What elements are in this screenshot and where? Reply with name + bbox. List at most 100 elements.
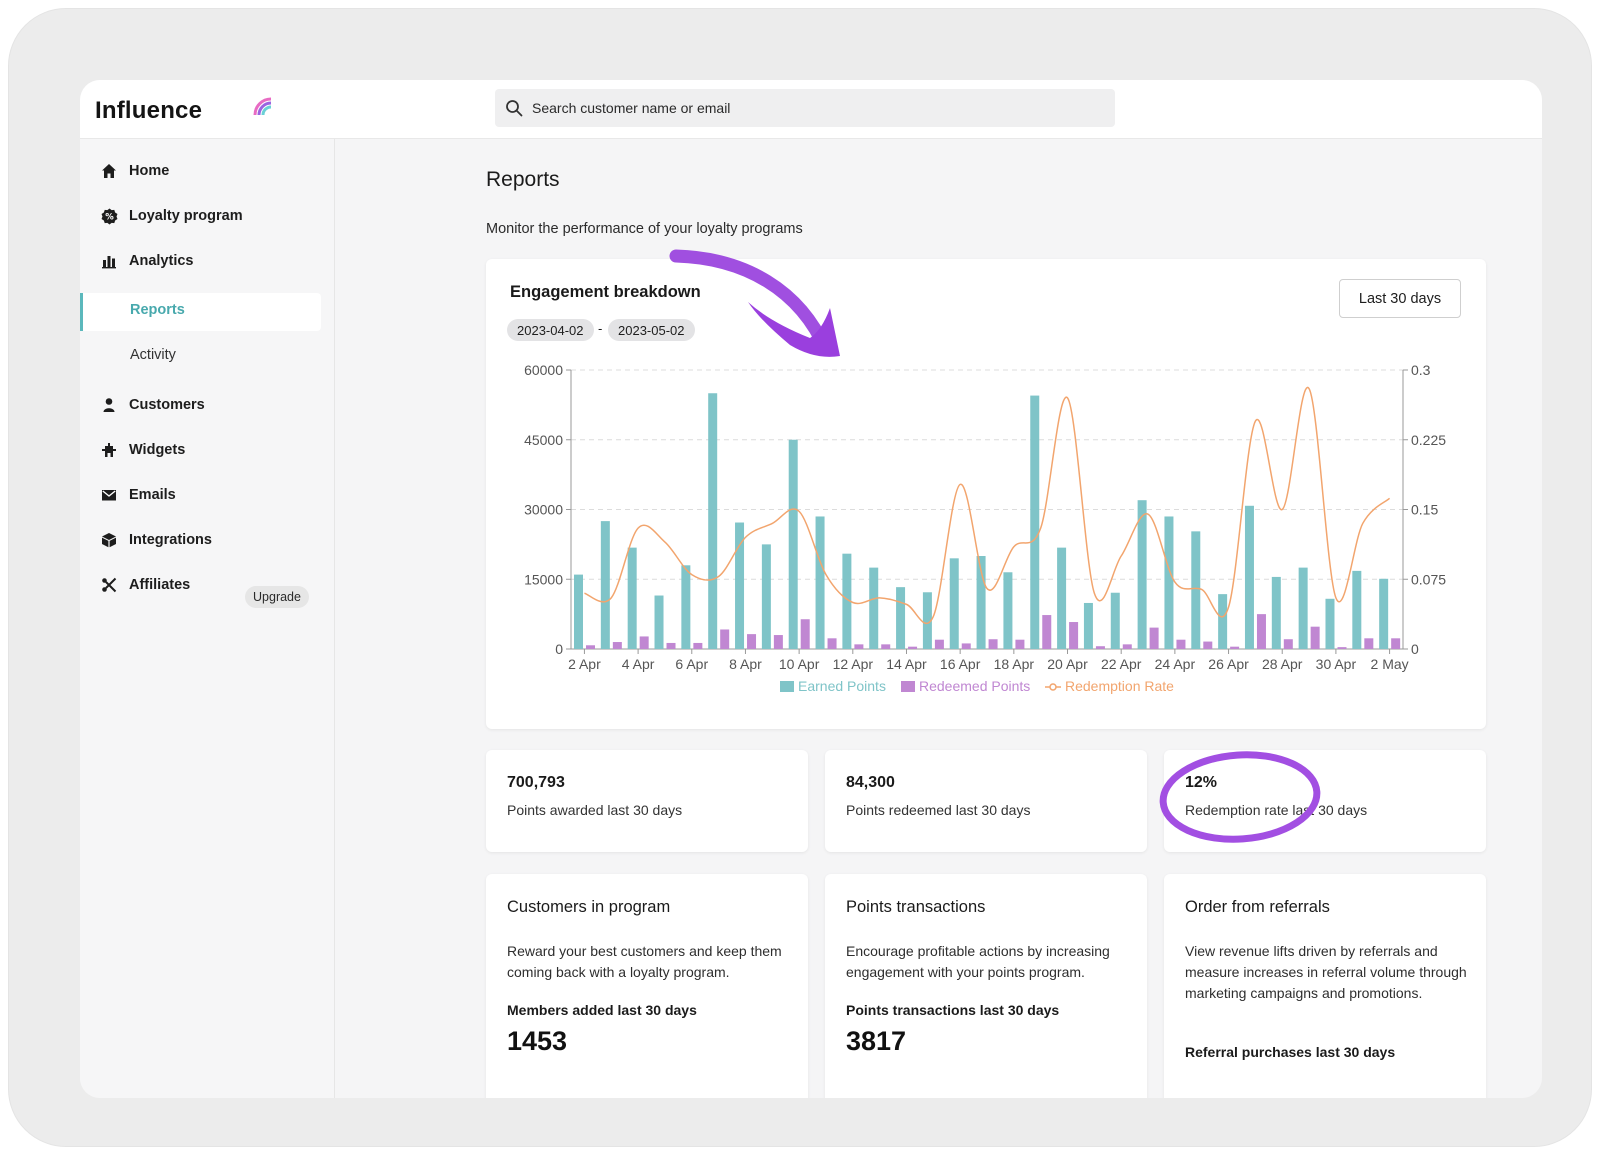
bar-earned-points [842,553,852,649]
bar-earned-points [1352,570,1362,649]
bar-redeemed-points [1095,646,1105,649]
bar-redeemed-points [1283,639,1293,649]
y-right-tick-label: 0.3 [1411,362,1431,378]
card-description: Encourage profitable actions by increasi… [846,943,1110,980]
bar-earned-points [1191,531,1201,649]
bar-earned-points [735,522,745,649]
sidebar-item-activity[interactable]: Activity [130,347,176,363]
y-right-tick-label: 0.225 [1411,432,1446,448]
sidebar-item-label: Widgets [129,442,186,458]
stat-label: Points redeemed last 30 days [846,802,1031,818]
bar-redeemed-points [747,634,757,649]
bar-redeemed-points [961,643,971,649]
bar-redeemed-points [1176,639,1186,649]
bar-redeemed-points [773,635,783,649]
line-redemption-rate [584,386,1391,625]
bar-redeemed-points [854,644,864,649]
x-tick-label: 10 Apr [779,656,820,672]
bar-redeemed-points [1042,615,1052,649]
card-customers-in-program: Customers in program Reward your best cu… [486,874,808,1098]
sidebar-item-label: Integrations [129,532,212,548]
bar-redeemed-points [1256,614,1266,649]
stat-value: 700,793 [507,774,565,791]
bar-earned-points [949,558,959,649]
bar-earned-points [815,516,825,649]
bar-redeemed-points [1203,641,1213,649]
bar-redeemed-points [639,636,649,649]
bar-redeemed-points [800,619,810,649]
card-metric-value: 1453 [507,1026,568,1056]
x-tick-label: 26 Apr [1208,656,1249,672]
bar-redeemed-points [1149,627,1159,649]
sidebar-item-home[interactable]: Home [100,159,169,183]
logo-signal-icon [253,97,272,116]
stat-label: Points awarded last 30 days [507,802,683,818]
x-tick-label: 16 Apr [940,656,981,672]
card-title: Customers in program [507,898,671,916]
top-bar: Influence [80,80,1542,139]
bar-earned-points [1110,592,1120,649]
x-tick-label: 2 May [1371,656,1409,672]
legend-swatch-earned [780,681,794,692]
logo[interactable]: Influence [95,97,203,124]
x-tick-label: 30 Apr [1316,656,1357,672]
chart-title: Engagement breakdown [510,283,701,301]
sidebar-item-widgets[interactable]: Widgets [100,438,185,462]
sidebar-item-loyalty-program[interactable]: % Loyalty program [100,204,243,228]
y-right-tick-label: 0.075 [1411,571,1446,587]
sidebar: Home % Loyalty program Analytics Reports… [80,139,335,1098]
sidebar-item-emails[interactable]: Emails [100,483,176,507]
bar-redeemed-points [612,642,622,649]
bar-earned-points [681,565,691,649]
user-icon [100,396,118,414]
bar-earned-points [976,556,986,649]
sidebar-item-label: Emails [129,487,176,503]
sidebar-item-integrations[interactable]: Integrations [100,528,212,552]
bar-redeemed-points [881,644,891,649]
sidebar-item-affiliates[interactable]: Affiliates [100,573,190,597]
y-left-tick-label: 45000 [524,432,563,448]
sidebar-item-label: Loyalty program [129,208,243,224]
x-tick-label: 22 Apr [1101,656,1142,672]
sidebar-item-customers[interactable]: Customers [100,393,205,417]
bar-redeemed-points [693,642,703,649]
x-tick-label: 28 Apr [1262,656,1303,672]
y-left-tick-label: 60000 [524,362,563,378]
sidebar-item-label: Home [129,163,170,179]
card-title: Points transactions [846,898,986,916]
legend-swatch-redeemed [901,681,915,692]
x-tick-label: 2 Apr [568,656,601,672]
legend-swatch-rate-marker [1049,683,1057,691]
bar-redeemed-points [1391,638,1401,649]
date-separator: - [598,321,603,336]
x-tick-label: 18 Apr [994,656,1035,672]
bar-earned-points [627,547,637,649]
card-points-transactions: Points transactions Encourage profitable… [825,874,1147,1098]
y-left-tick-label: 30000 [524,502,563,518]
bar-earned-points [922,592,932,649]
svg-text:%: % [105,212,114,222]
cube-icon [100,531,118,549]
upgrade-badge[interactable]: Upgrade [245,586,309,608]
widgets-icon [100,441,118,459]
x-tick-label: 4 Apr [622,656,655,672]
y-left-tick-label: 0 [555,641,563,657]
bar-redeemed-points [1015,639,1025,649]
bar-redeemed-points [1230,646,1240,649]
bar-earned-points [574,574,583,649]
bar-redeemed-points [827,638,837,649]
date-range-button[interactable]: Last 30 days [1339,279,1461,318]
bar-earned-points [1003,572,1013,649]
legend-label-redeemed: Redeemed Points [919,678,1030,694]
bar-earned-points [1137,500,1147,649]
x-tick-label: 14 Apr [886,656,927,672]
card-description: View revenue lifts driven by referrals a… [1185,943,1467,1001]
bar-earned-points [654,595,664,649]
search-input[interactable] [532,89,1102,127]
y-left-tick-label: 15000 [524,571,563,587]
bar-earned-points [896,587,906,649]
bar-earned-points [869,567,879,649]
sidebar-item-analytics[interactable]: Analytics [100,249,193,273]
sidebar-item-reports[interactable]: Reports [130,302,185,318]
bar-earned-points [1298,567,1308,649]
